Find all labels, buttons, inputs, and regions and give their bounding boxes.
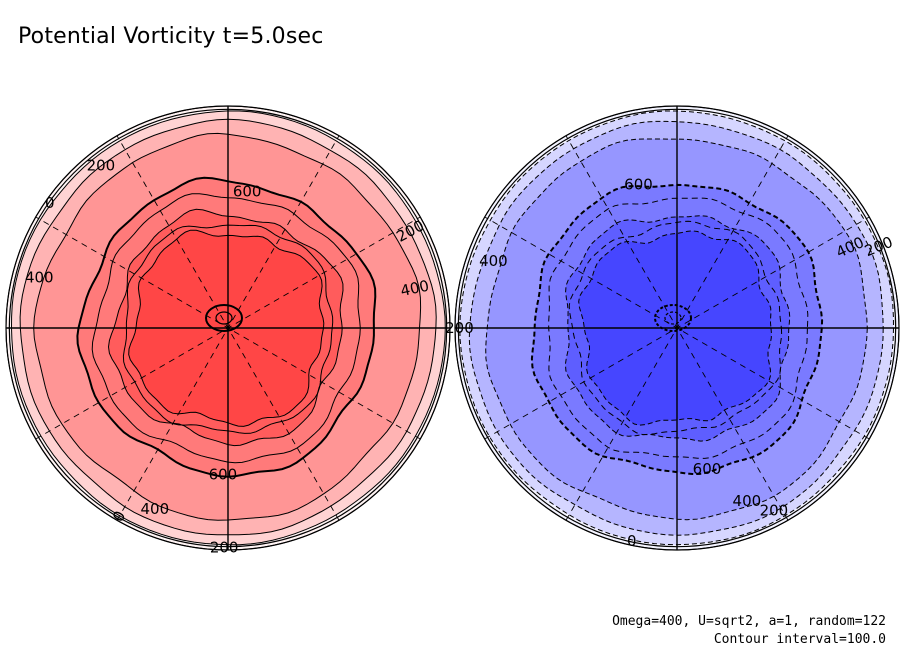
pole-contour-inner	[664, 311, 682, 325]
pole-contour	[205, 304, 243, 332]
contour-label: 400	[25, 268, 54, 286]
contour-label: 600	[693, 460, 722, 478]
contour-label: 400	[733, 492, 762, 510]
contour-label: 200	[210, 539, 239, 557]
contour-label: 200	[760, 501, 789, 519]
contour-label: 600	[233, 183, 262, 201]
contour-label: 600	[209, 465, 238, 483]
contour-interval-label: Contour interval=100.0	[713, 632, 886, 647]
pole-contour	[654, 304, 692, 332]
contour-label: 400	[399, 277, 431, 301]
pole-contour-inner	[215, 311, 233, 325]
contour-label: 200	[445, 319, 474, 337]
contour-label: 400	[479, 252, 508, 270]
contour-label: 0	[45, 194, 55, 212]
contour-label: 600	[624, 175, 653, 193]
parameters-label: Omega=400, U=sqrt2, a=1, random=122	[612, 614, 886, 629]
contour-label: 0	[627, 532, 637, 550]
contour-label: 400	[140, 500, 169, 518]
meridian-line	[35, 216, 421, 440]
plot-title: Potential Vorticity t=5.0sec	[18, 24, 324, 49]
contour-label: 200	[87, 156, 116, 174]
meridian-line	[484, 216, 870, 440]
